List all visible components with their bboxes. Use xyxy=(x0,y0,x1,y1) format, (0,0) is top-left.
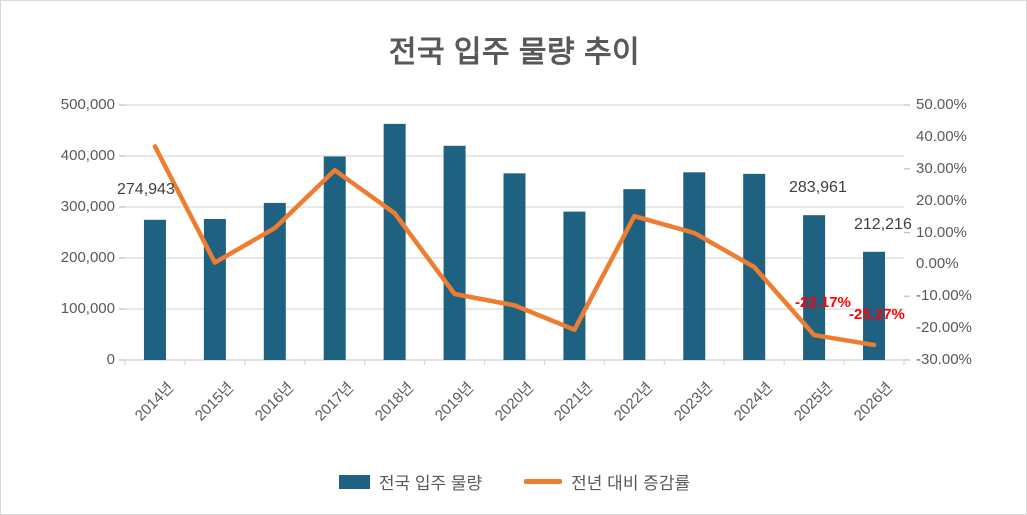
bar[interactable] xyxy=(623,189,646,360)
bar[interactable] xyxy=(383,123,406,361)
legend-bar-swatch-icon xyxy=(338,474,370,489)
right-axis-tick: -10.00% xyxy=(916,287,972,305)
legend-line-swatch-icon xyxy=(524,479,563,484)
right-axis-tick: 40.00% xyxy=(916,127,967,145)
left-axis-tick: 300,000 xyxy=(60,198,115,215)
legend-label: 전년 대비 증감률 xyxy=(571,474,691,493)
right-axis-tick: 0.00% xyxy=(916,255,959,273)
left-axis-tick: 0 xyxy=(106,351,115,368)
bar[interactable] xyxy=(683,172,706,360)
bar[interactable] xyxy=(443,145,466,360)
left-axis-tick: 200,000 xyxy=(60,249,115,266)
right-axis-tick: 10.00% xyxy=(916,223,967,241)
bar[interactable] xyxy=(143,219,166,360)
right-axis-tick: 20.00% xyxy=(916,191,967,209)
bar[interactable] xyxy=(503,173,526,360)
legend-item[interactable]: 전국 입주 물량 xyxy=(338,469,483,494)
bar[interactable] xyxy=(203,218,226,360)
bar-value-label: 212,216 xyxy=(854,216,912,233)
bar[interactable] xyxy=(803,215,826,360)
right-axis-tick: -30.00% xyxy=(916,351,972,368)
chart-title: 전국 입주 물량 추이 xyxy=(388,36,641,69)
bar[interactable] xyxy=(323,156,346,360)
legend-item[interactable]: 전년 대비 증감률 xyxy=(524,469,690,494)
right-axis-tick: -20.00% xyxy=(916,319,972,337)
chart-legend: 전국 입주 물량 전년 대비 증감률 xyxy=(1,469,1027,494)
bar-value-label: 274,943 xyxy=(117,181,175,198)
legend-label: 전국 입주 물량 xyxy=(378,474,483,493)
left-axis-tick: 400,000 xyxy=(60,147,115,164)
pct-value-label: -22.17% xyxy=(795,294,851,311)
left-axis-tick: 500,000 xyxy=(60,96,115,113)
bar[interactable] xyxy=(563,211,586,360)
right-axis-tick: 50.00% xyxy=(916,96,967,113)
trend-line[interactable] xyxy=(152,144,877,348)
bar[interactable] xyxy=(863,251,886,360)
left-axis-tick: 100,000 xyxy=(60,300,115,317)
pct-value-label: -25.27% xyxy=(849,306,905,323)
bar-value-label: 283,961 xyxy=(789,179,847,196)
right-axis-tick: 30.00% xyxy=(916,159,967,177)
bar[interactable] xyxy=(263,202,286,360)
